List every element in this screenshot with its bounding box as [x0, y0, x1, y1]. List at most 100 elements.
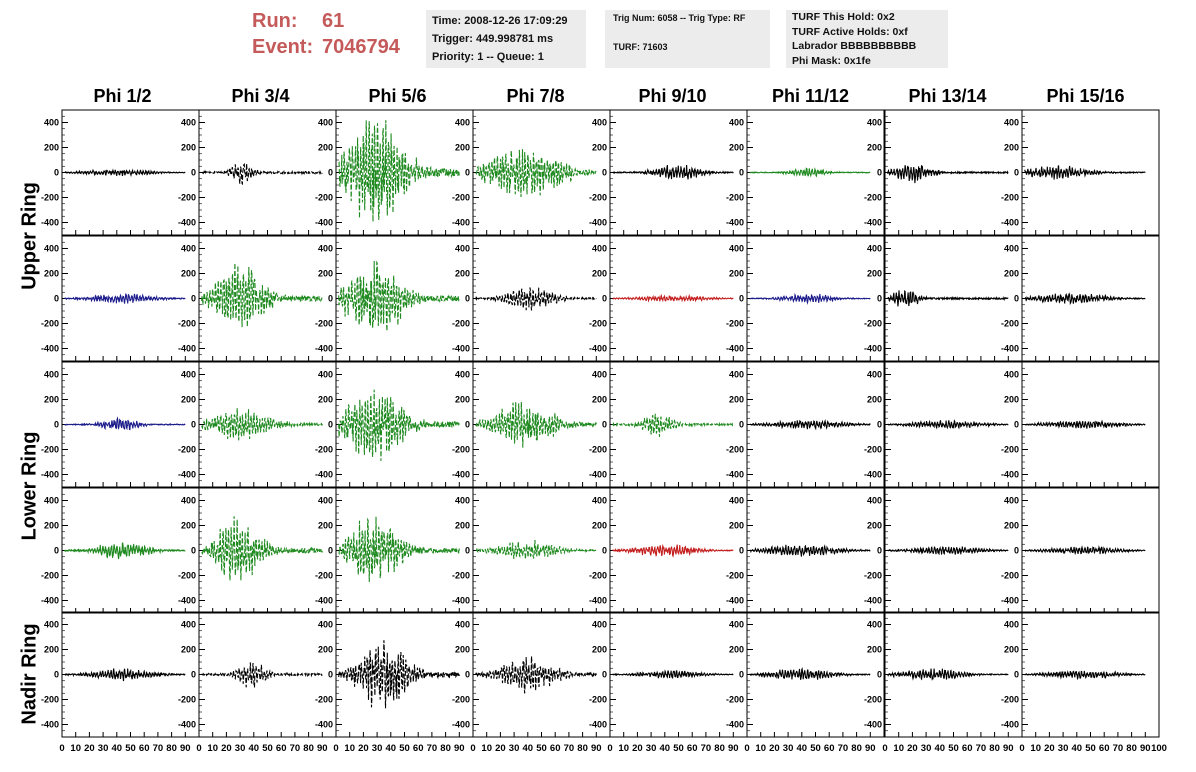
y-tick-label: 200 — [455, 645, 470, 655]
y-tick-label: 400 — [867, 244, 882, 254]
y-tick-label: -200 — [726, 445, 744, 455]
y-tick-label: 400 — [181, 620, 196, 630]
waveform-1-6 — [887, 290, 1009, 307]
y-tick-label: -200 — [864, 319, 882, 329]
y-tick-label: -400 — [726, 218, 744, 228]
y-tick-label: 400 — [592, 118, 607, 128]
x-tick-label: 0 — [333, 743, 338, 754]
waveform-0-2 — [338, 120, 460, 222]
x-tick-label: 40 — [523, 743, 534, 754]
x-tick-label: 10 — [893, 743, 904, 754]
y-tick-label: 400 — [455, 620, 470, 630]
x-tick-label: 60 — [824, 743, 835, 754]
y-tick-label: 400 — [867, 118, 882, 128]
y-tick-label: 400 — [318, 496, 333, 506]
y-tick-label: 200 — [318, 395, 333, 405]
y-tick-label: 400 — [1004, 370, 1019, 380]
y-tick-label: -200 — [178, 571, 196, 581]
y-tick-label: 0 — [191, 420, 196, 430]
y-tick-label: -200 — [41, 571, 59, 581]
y-tick-label: 400 — [181, 496, 196, 506]
x-tick-label: 90 — [865, 743, 876, 754]
x-tick-label: 60 — [413, 743, 424, 754]
y-tick-label: 0 — [54, 670, 59, 680]
y-tick-label: 200 — [318, 521, 333, 531]
y-tick-label: -400 — [589, 344, 607, 354]
y-tick-label: -200 — [1001, 571, 1019, 581]
y-tick-label: -200 — [589, 571, 607, 581]
y-tick-label: -200 — [1001, 319, 1019, 329]
x-tick-label: 20 — [495, 743, 506, 754]
y-tick-label: -200 — [589, 445, 607, 455]
y-tick-label: 200 — [592, 645, 607, 655]
y-tick-label: 200 — [455, 521, 470, 531]
y-tick-label: 0 — [191, 546, 196, 556]
y-tick-label: 0 — [54, 546, 59, 556]
y-tick-label: 0 — [191, 294, 196, 304]
turf-info-box: TURF This Hold: 0x2 TURF Active Holds: 0… — [786, 10, 948, 68]
y-tick-label: 400 — [181, 370, 196, 380]
y-tick-label: 400 — [318, 620, 333, 630]
x-tick-label: 40 — [386, 743, 397, 754]
x-tick-label: 80 — [714, 743, 725, 754]
y-tick-label: 0 — [877, 294, 882, 304]
waveform-2-5 — [749, 419, 871, 431]
y-tick-label: -200 — [452, 571, 470, 581]
y-tick-label: 200 — [592, 143, 607, 153]
y-tick-label: -400 — [452, 344, 470, 354]
x-tick-label: 80 — [303, 743, 314, 754]
y-tick-label: 0 — [602, 168, 607, 178]
y-tick-label: -400 — [178, 344, 196, 354]
y-tick-label: 400 — [1004, 620, 1019, 630]
waveform-4-4 — [612, 669, 734, 679]
x-tick-label: 80 — [989, 743, 1000, 754]
y-tick-label: 200 — [455, 395, 470, 405]
y-tick-label: 0 — [739, 294, 744, 304]
x-tick-label: 40 — [935, 743, 946, 754]
y-tick-label: -200 — [726, 571, 744, 581]
y-tick-label: -200 — [452, 445, 470, 455]
waveform-4-2 — [338, 640, 460, 709]
x-tick-label: 60 — [139, 743, 150, 754]
x-tick-label: 50 — [948, 743, 959, 754]
y-tick-label: -400 — [1001, 218, 1019, 228]
y-tick-label: 400 — [455, 496, 470, 506]
x-tick-label: 20 — [221, 743, 232, 754]
x-tick-label: 100 — [1151, 743, 1167, 754]
y-tick-label: 0 — [1014, 294, 1019, 304]
y-tick-label: 200 — [592, 269, 607, 279]
run-label: Run: — [252, 10, 298, 32]
y-tick-label: 0 — [54, 420, 59, 430]
x-tick-label: 0 — [1019, 743, 1024, 754]
y-tick-label: 400 — [455, 244, 470, 254]
y-tick-label: 0 — [739, 670, 744, 680]
time-info-box: Time: 2008-12-26 17:09:29 Trigger: 449.9… — [426, 10, 586, 68]
x-tick-label: 10 — [344, 743, 355, 754]
y-tick-label: -200 — [1001, 193, 1019, 203]
y-tick-label: 0 — [465, 546, 470, 556]
waveform-1-7 — [1024, 292, 1146, 306]
y-tick-label: 200 — [181, 521, 196, 531]
y-tick-label: 400 — [592, 244, 607, 254]
y-tick-label: -400 — [452, 470, 470, 480]
y-tick-label: -400 — [315, 720, 333, 730]
waveform-1-2 — [338, 260, 460, 332]
x-tick-label: 70 — [1113, 743, 1124, 754]
y-tick-label: 0 — [465, 294, 470, 304]
x-tick-label: 50 — [673, 743, 684, 754]
x-tick-label: 50 — [399, 743, 410, 754]
y-tick-label: 200 — [181, 143, 196, 153]
labrador-text: Labrador BBBBBBBBBB — [792, 40, 917, 52]
x-tick-label: 30 — [372, 743, 383, 754]
phi-label-1: Phi 1/2 — [93, 86, 152, 106]
y-tick-label: 0 — [465, 670, 470, 680]
x-tick-label: 40 — [1072, 743, 1083, 754]
x-tick-label: 50 — [810, 743, 821, 754]
y-tick-label: 0 — [54, 294, 59, 304]
y-tick-label: 200 — [867, 645, 882, 655]
x-tick-label: 60 — [276, 743, 287, 754]
waveform-3-7 — [1024, 545, 1146, 556]
x-tick-label: 50 — [536, 743, 547, 754]
run-value: 61 — [322, 10, 345, 32]
